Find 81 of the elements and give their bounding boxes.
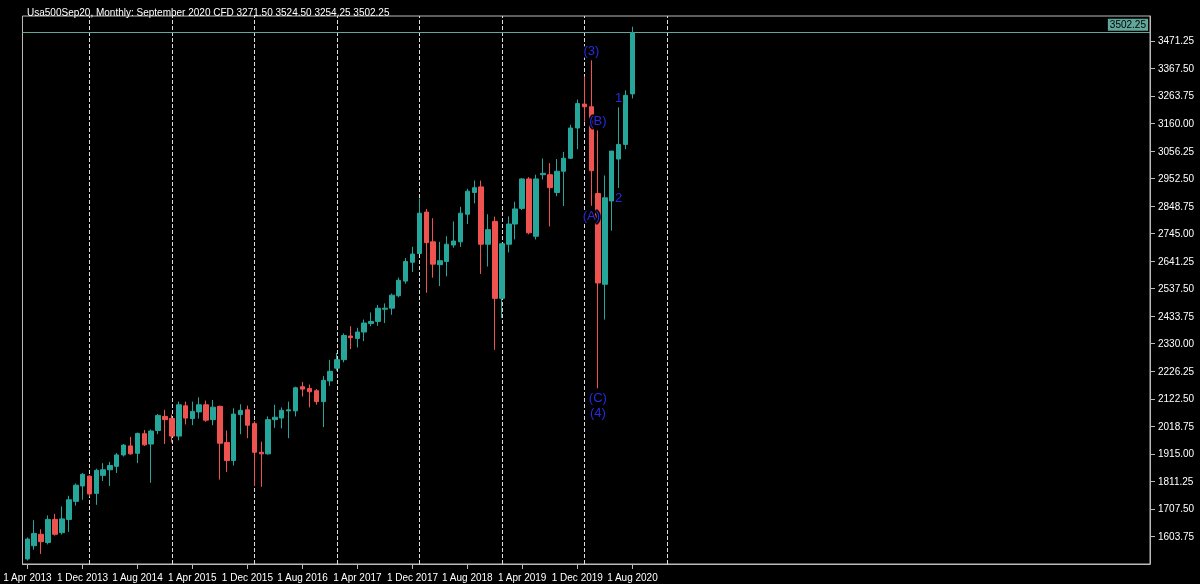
y-tick-label: 3471.25 [1158,35,1195,47]
x-tick-label: 1 Aug 2016 [277,571,329,583]
candlestick [307,384,312,408]
candlestick [540,158,546,180]
candlestick [458,206,463,248]
x-tick-label: 1 Aug 2014 [112,571,164,583]
annotation: (3) [583,43,600,59]
candlestick [183,401,188,425]
candlestick [293,386,298,417]
x-tick-label: 1 Apr 2015 [168,571,217,583]
chart-title: Usa500Sep20, Monthly: September 2020 CFD 3271.50 3524.50 3254.25 3502.25 [27,6,390,18]
candlestick [314,388,319,406]
candlestick [623,89,628,150]
candlestick [478,180,484,275]
annotation: (C) [588,390,607,406]
candlestick [568,124,573,160]
candlestick [533,174,539,240]
y-tick-label: 2122.50 [1158,393,1195,405]
y-tick-label: 3056.25 [1158,145,1195,157]
y-tick-label: 1603.75 [1158,530,1195,542]
candlestick [286,401,291,439]
ref-line-label: 3502.25 [1109,19,1147,31]
candlestick [128,436,133,456]
annotation: (4) [589,405,606,421]
candlestick [203,400,209,423]
y-tick-label: 3160.00 [1158,117,1195,129]
x-tick-label: 1 Dec 2013 [56,571,109,583]
candlestick [176,401,182,441]
y-tick-label: 1811.25 [1158,475,1194,487]
y-tick-label: 2641.25 [1158,255,1195,267]
y-tick-label: 1915.00 [1158,448,1195,460]
y-tick-label: 2018.75 [1158,420,1195,432]
annotation: 2 [615,189,623,205]
candlestick [259,441,264,488]
x-tick-label: 1 Dec 2015 [221,571,274,583]
candlestick [485,213,491,268]
candlestick [245,405,250,439]
y-tick-label: 2952.50 [1158,173,1195,185]
candlestick [472,180,477,204]
x-tick-label: 1 Aug 2020 [607,571,659,583]
candlestick [526,176,532,235]
y-tick-label: 2433.75 [1158,310,1195,322]
y-tick-label: 3367.50 [1158,62,1195,74]
candlestick [135,432,140,464]
candlestick [348,325,353,350]
candlestick [582,76,587,123]
annotation: 1 [615,90,623,106]
x-tick-label: 1 Apr 2019 [498,571,547,583]
candlestick [417,198,422,255]
candlestick [451,220,456,249]
x-tick-label: 1 Dec 2019 [551,571,604,583]
candlestick [547,162,553,227]
y-tick-label: 3263.75 [1158,90,1195,102]
y-tick-label: 2745.00 [1158,228,1195,240]
y-tick-label: 2537.50 [1158,283,1195,295]
y-tick-label: 2330.00 [1158,338,1195,350]
candlestick [231,407,236,467]
candlestick [38,528,44,555]
candlestick [410,246,415,273]
candlestick [87,474,92,498]
candlestick [142,429,147,447]
candlestick [575,99,580,150]
candlestick [121,443,126,458]
candlestick [616,106,621,189]
candlestick [403,257,408,285]
candlestick [238,403,243,435]
x-tick-label: 1 Apr 2013 [3,571,53,583]
x-tick-label: 1 Dec 2017 [386,571,439,583]
x-tick-label: 1 Aug 2018 [442,571,494,583]
candlestick [300,381,305,398]
candlestick [45,514,51,545]
y-tick-label: 2226.25 [1158,365,1195,377]
candlestick [210,399,216,426]
candlestick [52,513,58,537]
y-tick-label: 2848.75 [1158,200,1195,212]
candlestick [465,188,470,225]
y-tick-label: 1707.50 [1158,503,1195,515]
x-tick-label: 1 Apr 2017 [333,571,383,583]
candlestick [492,216,498,351]
candlestick [630,26,635,99]
candlestick [252,420,257,487]
